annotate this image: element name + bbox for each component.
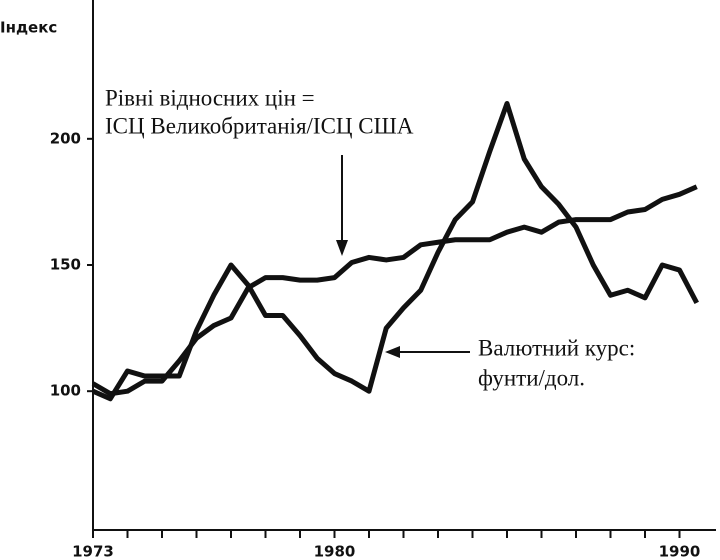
annotation: фунти/дол.	[478, 365, 585, 390]
annotation-arrowhead	[336, 240, 348, 256]
y-tick-label: 150	[50, 256, 81, 274]
x-tick-label: 1973	[72, 543, 114, 560]
annotation: Рівні відносних цін =	[105, 85, 315, 110]
y-tick-label: 200	[50, 129, 81, 147]
annotation: Валютний курс:	[478, 335, 635, 360]
y-axis-label: Індекс	[0, 19, 57, 37]
annotation: ІСЦ Великобританія/ІСЦ США	[105, 113, 414, 138]
annotation-arrowhead	[385, 346, 400, 358]
x-tick-label: 1980	[314, 543, 356, 560]
y-tick-label: 100	[50, 382, 81, 400]
series-line	[91, 100, 699, 402]
x-tick-label: 1990	[659, 543, 701, 560]
